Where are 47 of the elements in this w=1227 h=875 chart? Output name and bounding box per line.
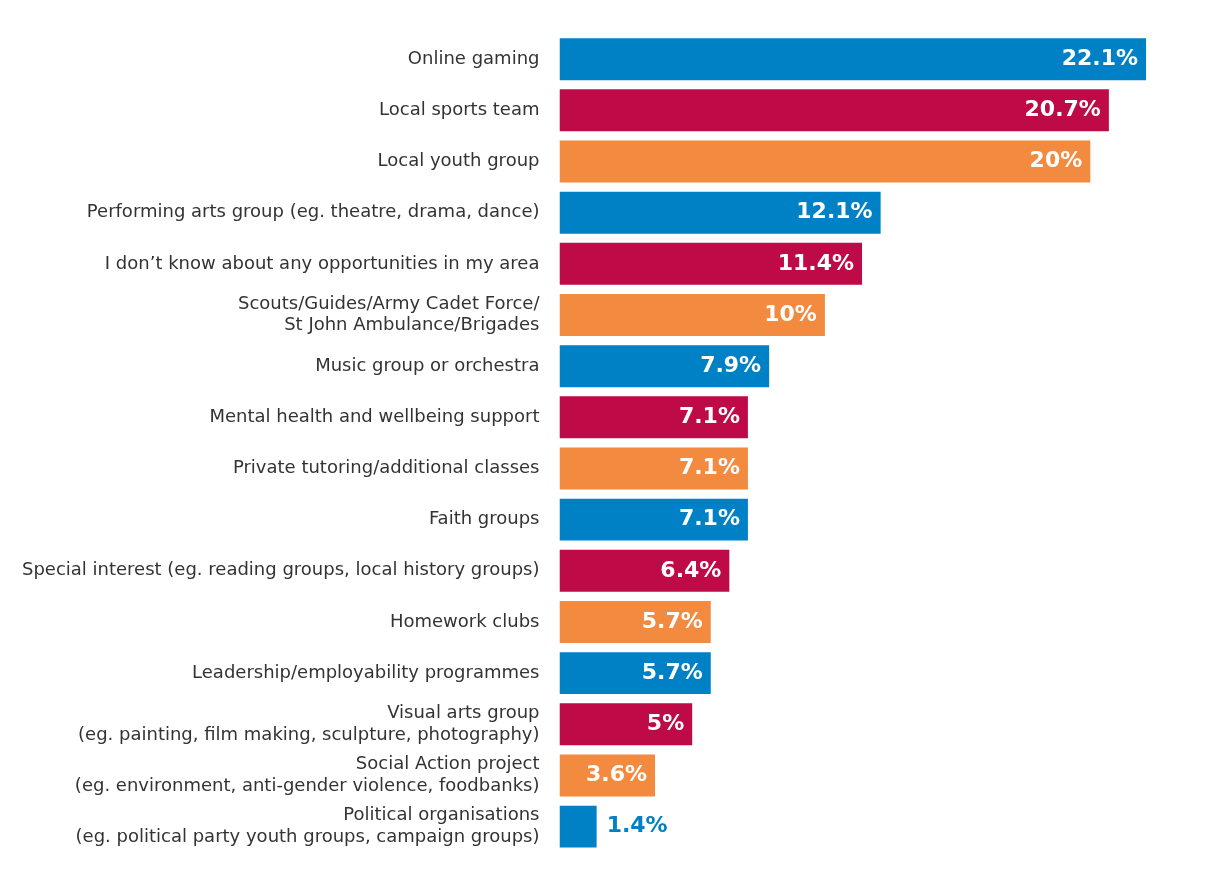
- bar: [559, 703, 693, 746]
- data-label: 11.4%: [777, 249, 855, 275]
- bar: [559, 498, 748, 541]
- bar: [559, 242, 863, 285]
- data-label: 7.1%: [678, 454, 740, 480]
- data-label: 6.4%: [660, 556, 722, 582]
- bar: [559, 191, 881, 234]
- data-label: 20%: [1029, 147, 1083, 173]
- y-tick-label: Special interest (eg. reading groups, local history groups): [22, 558, 540, 580]
- data-label: 7.1%: [678, 505, 740, 531]
- data-label: 12.1%: [796, 198, 873, 224]
- data-label: 5%: [646, 710, 685, 736]
- bar: [559, 600, 711, 643]
- y-tick-label: Homework clubs: [389, 609, 540, 631]
- bar: [559, 38, 1147, 81]
- y-tick-label: Social Action project (eg. environment, anti-gender violence, foodbanks): [74, 752, 540, 795]
- y-tick-label: Online gaming: [407, 46, 540, 68]
- y-tick-label: Music group or orchestra: [315, 353, 540, 375]
- bar: [559, 652, 711, 695]
- y-tick-label: Local youth group: [377, 149, 540, 171]
- bar: [559, 396, 748, 439]
- y-tick-label: Local sports team: [379, 98, 540, 120]
- data-label: 7.9%: [700, 351, 762, 377]
- bar: [559, 140, 1091, 183]
- y-tick-label: Private tutoring/additional classes: [232, 456, 540, 478]
- data-label: 7.1%: [678, 403, 740, 429]
- y-tick-label: Leadership/employability programmes: [192, 660, 540, 682]
- data-label: 20.7%: [1024, 96, 1101, 122]
- bar: [559, 89, 1109, 132]
- y-tick-label: I don’t know about any opportunities in my area: [104, 251, 540, 273]
- y-tick-label: Political organisations (eg. political party youth groups, campaign groups): [75, 803, 540, 847]
- bar: [559, 294, 825, 336]
- y-tick-label: Faith groups: [428, 507, 540, 529]
- y-tick-label: Mental health and wellbeing support: [209, 404, 540, 426]
- y-tick-label: Scouts/Guides/Army Cadet Force/ St John Ambulance/Brigades: [237, 291, 541, 335]
- y-tick-label: Performing arts group (eg. theatre, drama, dance): [86, 200, 540, 222]
- bar: [559, 345, 770, 388]
- bar: [559, 805, 597, 848]
- bar: [559, 447, 748, 490]
- data-label: 1.4%: [606, 812, 668, 838]
- data-label: 22.1%: [1061, 44, 1139, 70]
- data-label: 3.6%: [586, 761, 648, 787]
- y-tick-label: Visual arts group (eg. painting, film making, sculpture, photography): [78, 701, 540, 744]
- data-label: 10%: [764, 300, 817, 326]
- bar: [559, 549, 730, 592]
- data-label: 5.7%: [641, 607, 703, 633]
- data-label: 5.7%: [641, 658, 703, 684]
